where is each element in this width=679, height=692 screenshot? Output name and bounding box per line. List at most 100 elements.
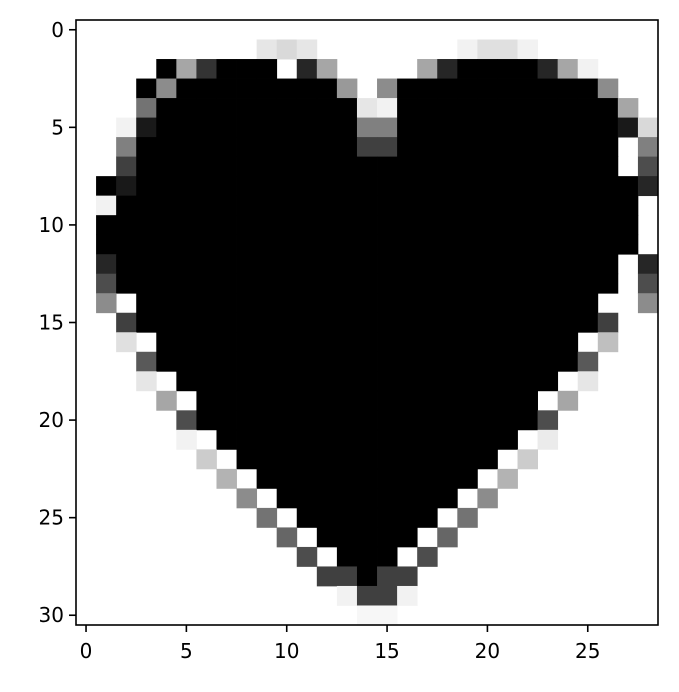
heatmap-cell — [356, 98, 378, 118]
heatmap-cell — [216, 215, 237, 236]
heatmap-cell — [417, 195, 438, 216]
heatmap-cell — [497, 410, 518, 431]
heatmap-cell — [176, 254, 197, 275]
heatmap-cell — [196, 273, 217, 294]
heatmap-cell — [156, 137, 177, 158]
heatmap-cell — [256, 332, 278, 353]
heatmap-cell — [276, 215, 298, 236]
heatmap-cell — [296, 98, 318, 118]
heatmap-cell — [196, 215, 217, 236]
heatmap-cell — [216, 117, 237, 138]
heatmap-cell — [316, 176, 338, 197]
heatmap-cell — [557, 332, 579, 353]
heatmap-cell — [136, 117, 157, 138]
heatmap-cell — [136, 371, 157, 392]
heatmap-cell — [236, 59, 258, 79]
heatmap-cell — [517, 254, 538, 275]
heatmap-cell — [517, 332, 538, 353]
heatmap-cell — [437, 429, 458, 450]
heatmap-cell — [136, 293, 157, 314]
heatmap-cell — [96, 254, 117, 275]
heatmap-cell — [497, 234, 518, 255]
heatmap-cell — [316, 371, 338, 392]
heatmap-cell — [316, 332, 338, 353]
heatmap-cell — [356, 566, 378, 587]
heatmap-cell — [577, 273, 599, 294]
heatmap-cell — [156, 176, 177, 197]
heatmap-cell — [296, 410, 318, 431]
heatmap-cell — [356, 234, 378, 255]
heatmap-cell — [437, 254, 458, 275]
heatmap-cell — [397, 527, 418, 548]
heatmap-cell — [316, 98, 338, 118]
heatmap-cell — [296, 59, 318, 79]
heatmap-cell — [296, 546, 318, 567]
heatmap-cell — [417, 293, 438, 314]
heatmap-cell — [356, 195, 378, 216]
heatmap-cell — [477, 332, 498, 353]
heatmap-cell — [517, 117, 538, 138]
heatmap-cell — [276, 254, 298, 275]
heatmap-cell — [296, 78, 318, 99]
heatmap-cell — [276, 117, 298, 138]
heatmap-cell — [136, 98, 157, 118]
heatmap-cell — [236, 117, 258, 138]
heatmap-cell — [356, 429, 378, 450]
heatmap-cell — [377, 98, 398, 118]
heatmap-cell — [136, 156, 157, 177]
heatmap-cell — [356, 605, 378, 626]
heatmap-cell — [256, 429, 278, 450]
heatmap-cell — [116, 137, 137, 158]
heatmap-cell — [417, 234, 438, 255]
heatmap-cell — [437, 195, 458, 216]
heatmap-cell — [216, 176, 237, 197]
heatmap-cell — [296, 234, 318, 255]
heatmap-cell — [176, 215, 197, 236]
heatmap-cell — [196, 156, 217, 177]
heatmap-cell — [517, 410, 538, 431]
heatmap-cell — [397, 371, 418, 392]
heatmap-cell — [497, 371, 518, 392]
heatmap-cell — [136, 176, 157, 197]
heatmap-cell — [116, 234, 137, 255]
heatmap-cell — [196, 176, 217, 197]
heatmap-cell — [336, 254, 358, 275]
heatmap-cell — [136, 195, 157, 216]
heatmap-cell — [256, 78, 278, 99]
y-tick-label: 10 — [39, 213, 64, 237]
heatmap-cell — [116, 312, 137, 333]
heatmap-cell — [156, 332, 177, 353]
heatmap-cell — [517, 59, 538, 79]
heatmap-cell — [537, 429, 559, 450]
heatmap-cell — [497, 215, 518, 236]
heatmap-cell — [397, 254, 418, 275]
heatmap-cell — [236, 156, 258, 177]
heatmap-cell — [417, 137, 438, 158]
heatmap-cell — [617, 98, 639, 118]
heatmap-cell — [597, 195, 619, 216]
heatmap-cell — [116, 215, 137, 236]
heatmap-cell — [437, 273, 458, 294]
heatmap-cell — [356, 371, 378, 392]
heatmap-cell — [457, 507, 478, 528]
heatmap-cell — [537, 254, 559, 275]
heatmap-cell — [296, 273, 318, 294]
heatmap-cell — [216, 254, 237, 275]
heatmap-cell — [296, 195, 318, 216]
x-tick-label: 5 — [180, 639, 193, 663]
heatmap-cell — [96, 293, 117, 314]
y-tick-label: 5 — [51, 115, 64, 139]
heatmap-cell — [557, 273, 579, 294]
heatmap-cell — [497, 254, 518, 275]
heatmap-cell — [377, 507, 398, 528]
heatmap-cell — [296, 254, 318, 275]
heatmap-cell — [437, 410, 458, 431]
heatmap-cell — [577, 98, 599, 118]
heatmap-cell — [537, 351, 559, 372]
heatmap-cell — [557, 176, 579, 197]
heatmap-cell — [136, 254, 157, 275]
heatmap-cell — [377, 527, 398, 548]
heatmap-cell — [497, 332, 518, 353]
heatmap-cell — [356, 390, 378, 411]
heatmap-cell — [537, 117, 559, 138]
